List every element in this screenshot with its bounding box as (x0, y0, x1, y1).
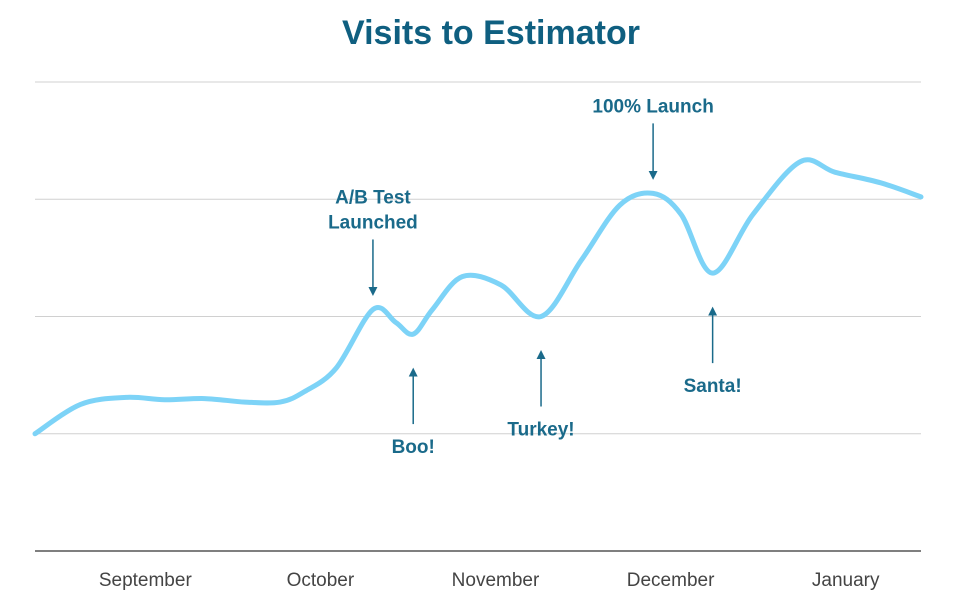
x-tick-label: December (627, 570, 715, 591)
annotation: 100% Launch (592, 96, 713, 117)
x-tick-label: October (287, 570, 355, 591)
annotation: Boo! (392, 437, 435, 458)
annotation: Santa! (684, 376, 742, 397)
x-tick-label: November (452, 570, 540, 591)
chart-title: Visits to Estimator (342, 14, 640, 52)
x-tick-label: September (99, 570, 193, 591)
annotation: A/B Test (335, 187, 411, 208)
annotation: Launched (328, 212, 418, 233)
x-tick-label: January (812, 570, 880, 591)
annotation: Turkey! (507, 420, 574, 441)
line (32, 157, 924, 437)
